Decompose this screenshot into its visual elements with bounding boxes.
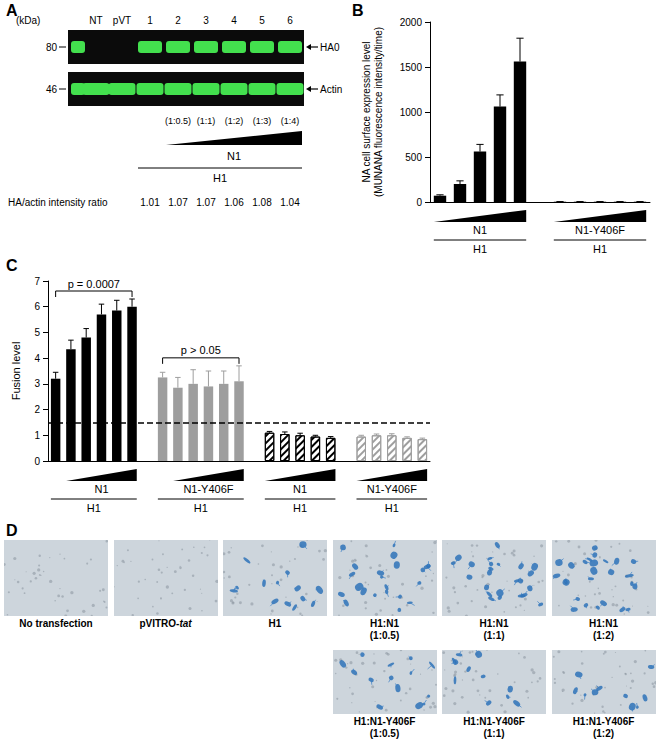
html-text:D: D [6,522,18,539]
svg-text:4: 4 [34,353,40,364]
html-text:C: C [6,257,18,274]
html-text:H1:N1-Y406F (1:2): H1:N1-Y406F (1:2) [572,716,635,739]
svg-text:5: 5 [34,327,40,338]
svg-text:N1-Y406F: N1-Y406F [183,483,233,495]
html-text:B: B [352,2,364,19]
svg-text:4: 4 [231,15,237,26]
svg-text:0: 0 [416,197,422,208]
svg-text:N1: N1 [94,483,108,495]
svg-text:(1:3): (1:3) [253,116,272,126]
svg-text:H1: H1 [593,243,607,255]
svg-text:p > 0.05: p > 0.05 [181,344,221,356]
svg-text:0: 0 [34,456,40,467]
svg-text:46: 46 [46,84,58,95]
svg-text:N1: N1 [227,150,241,162]
svg-text:2000: 2000 [400,17,423,28]
svg-text:2: 2 [34,404,40,415]
svg-text:N1-Y406F: N1-Y406F [367,483,417,495]
svg-text:3: 3 [34,378,40,389]
svg-text:(MUNANA fluorescence intensity: (MUNANA fluorescence intensity/time) [373,27,384,197]
svg-text:H1: H1 [194,502,208,514]
svg-text:H1: H1 [293,502,307,514]
svg-text:2: 2 [175,15,181,26]
svg-text:(1:1): (1:1) [197,116,216,126]
svg-text:5: 5 [259,15,265,26]
svg-text:6: 6 [34,301,40,312]
svg-text:1.07: 1.07 [196,197,216,208]
svg-text:p = 0.0007: p = 0.0007 [68,278,120,290]
svg-text:N1-Y406F: N1-Y406F [575,224,625,236]
html-text:H1:N1 (1:2): H1:N1 (1:2) [589,618,618,641]
svg-text:Fusion level: Fusion level [10,342,22,401]
svg-text:7: 7 [34,276,40,287]
svg-text:pVT: pVT [113,15,131,26]
svg-text:1000: 1000 [400,107,423,118]
html-text:A: A [6,2,18,19]
svg-text:(1:0.5): (1:0.5) [165,116,191,126]
svg-text:(1:4): (1:4) [281,116,300,126]
svg-text:3: 3 [203,15,209,26]
svg-text:NT: NT [89,15,102,26]
svg-text:Actin: Actin [320,84,342,95]
html-text:H1:N1-Y406F (1:0.5): H1:N1-Y406F (1:0.5) [353,716,416,739]
html-text:H1:N1 (1:0.5): H1:N1 (1:0.5) [369,618,400,641]
html-text:No transfection: No transfection [19,618,93,629]
svg-text:1.07: 1.07 [168,197,188,208]
svg-text:H1: H1 [213,172,227,184]
svg-text:1500: 1500 [400,62,423,73]
svg-text:1.04: 1.04 [280,197,300,208]
svg-text:H1: H1 [87,502,101,514]
svg-text:1: 1 [147,15,153,26]
html-text:H1:N1 (1:1): H1:N1 (1:1) [479,618,509,641]
svg-text:NA cell surface expression lev: NA cell surface expression level [361,41,372,182]
svg-text:HA0: HA0 [320,42,340,53]
html-text:H1:N1-Y406F (1:1): H1:N1-Y406F (1:1) [463,716,525,739]
svg-text:1.01: 1.01 [140,197,160,208]
svg-text:N1: N1 [473,224,487,236]
svg-text:500: 500 [405,152,422,163]
svg-text:80: 80 [46,42,58,53]
html-text:pVITRO- tat: pVITRO- tat [139,618,192,629]
svg-text:1: 1 [34,430,40,441]
svg-text:(kDa): (kDa) [16,15,40,26]
svg-text:N1: N1 [293,483,307,495]
svg-text:1.06: 1.06 [224,197,244,208]
svg-text:1.08: 1.08 [252,197,272,208]
svg-text:H1: H1 [385,502,399,514]
svg-text:6: 6 [287,15,293,26]
svg-text:HA/actin intensity ratio: HA/actin intensity ratio [8,197,108,208]
html-text:H1: H1 [268,618,282,629]
svg-text:(1:2): (1:2) [225,116,244,126]
svg-text:H1: H1 [473,243,487,255]
